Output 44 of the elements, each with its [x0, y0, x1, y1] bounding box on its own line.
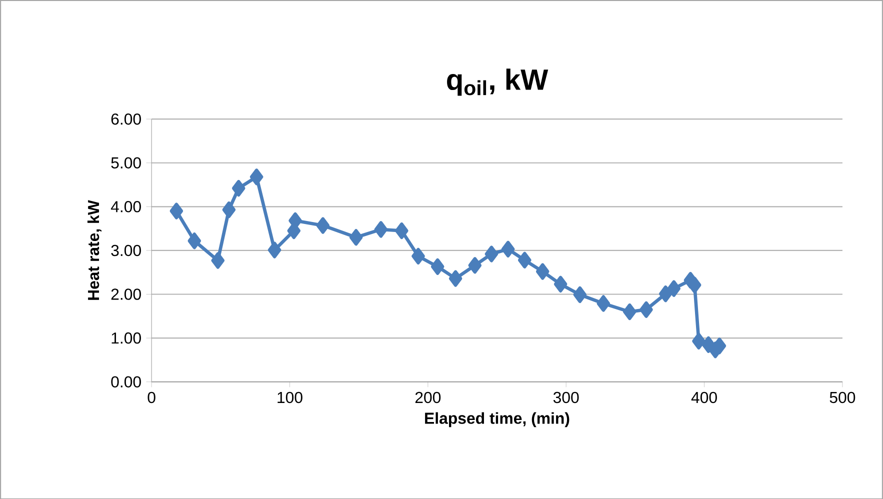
- point: [692, 332, 706, 350]
- point: [448, 270, 462, 287]
- x-tick-label: 100: [278, 392, 302, 403]
- point: [211, 252, 225, 269]
- point: [518, 252, 532, 268]
- point: [430, 258, 444, 275]
- x-tick-label: 500: [830, 392, 856, 403]
- x-axis-title: Elapsed time, (min): [425, 412, 570, 427]
- x-tick-label: 300: [553, 392, 579, 403]
- point: [232, 180, 246, 196]
- point: [349, 228, 363, 246]
- point: [250, 168, 264, 185]
- x-tick-label: 200: [415, 392, 441, 403]
- point: [640, 301, 653, 318]
- point: [268, 242, 282, 258]
- point: [374, 220, 388, 238]
- point: [484, 245, 498, 262]
- y-tick-label: 6.00: [111, 113, 141, 124]
- y-tick-label: 5.00: [111, 157, 141, 168]
- y-tick-label: 1.00: [112, 332, 141, 344]
- y-tick-label: 2.00: [111, 288, 141, 300]
- point: [554, 276, 568, 292]
- y-axis-title: Heat rate, kW: [87, 200, 102, 300]
- point: [468, 256, 482, 274]
- x-tick-label: 400: [691, 392, 717, 403]
- x-tick-label: 0: [148, 392, 156, 403]
- point: [188, 232, 202, 249]
- point: [412, 248, 425, 264]
- chart-title: q$_{oil}$, kW: [447, 68, 548, 96]
- point: [288, 212, 302, 229]
- y-tick-label: 0.00: [111, 376, 141, 388]
- point: [658, 285, 672, 302]
- point: [395, 222, 408, 239]
- point: [573, 286, 587, 303]
- point: [316, 217, 330, 234]
- point: [222, 201, 236, 218]
- point: [170, 202, 184, 220]
- point: [596, 294, 610, 312]
- point: [501, 240, 515, 258]
- point: [667, 280, 681, 297]
- y-tick-label: 3.00: [111, 244, 141, 256]
- point: [536, 262, 550, 280]
- y-tick-label: 4.00: [110, 200, 141, 212]
- point: [623, 303, 636, 320]
